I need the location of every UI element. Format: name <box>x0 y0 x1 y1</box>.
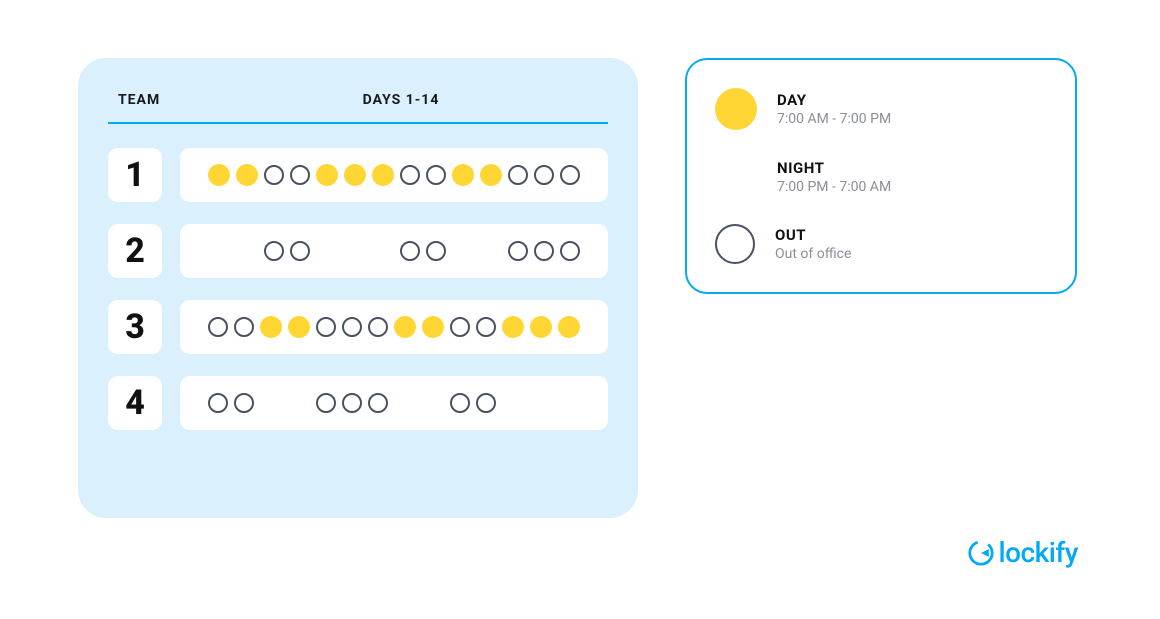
legend-row-day: DAY 7:00 AM - 7:00 PM <box>715 88 1047 130</box>
brand-logo: lockify <box>967 536 1078 569</box>
day-shift-icon <box>502 316 524 338</box>
out-shift-icon <box>290 241 310 261</box>
night-shift-icon <box>394 392 416 414</box>
night-shift-icon <box>208 240 230 262</box>
day-strip <box>180 376 608 430</box>
night-shift-icon <box>316 240 338 262</box>
night-shift-icon <box>558 392 580 414</box>
legend-row-out: OUT Out of office <box>715 224 1047 264</box>
out-shift-icon <box>450 317 470 337</box>
night-shift-icon <box>480 240 502 262</box>
team-number: 4 <box>108 376 162 430</box>
day-shift-icon <box>316 164 338 186</box>
days-heading: DAYS 1-14 <box>204 92 598 108</box>
out-shift-icon <box>290 165 310 185</box>
day-shift-icon <box>260 316 282 338</box>
out-shift-icon <box>560 241 580 261</box>
night-shift-icon <box>260 392 282 414</box>
day-strip <box>180 224 608 278</box>
legend-title: OUT <box>775 226 851 244</box>
night-shift-icon <box>236 240 258 262</box>
out-shift-icon <box>476 317 496 337</box>
out-shift-icon <box>234 393 254 413</box>
night-shift-icon <box>502 392 524 414</box>
out-icon <box>715 224 755 264</box>
out-shift-icon <box>400 165 420 185</box>
night-shift-icon <box>372 240 394 262</box>
out-shift-icon <box>534 165 554 185</box>
brand-text: lockify <box>999 536 1078 569</box>
legend-panel: DAY 7:00 AM - 7:00 PM NIGHT 7:00 PM - 7:00 … <box>685 58 1077 294</box>
legend-text: DAY 7:00 AM - 7:00 PM <box>777 91 891 127</box>
day-shift-icon <box>208 164 230 186</box>
day-strip <box>180 300 608 354</box>
night-shift-icon <box>344 240 366 262</box>
legend-subtitle: 7:00 PM - 7:00 AM <box>777 179 891 195</box>
legend-subtitle: 7:00 AM - 7:00 PM <box>777 111 891 127</box>
out-shift-icon <box>316 393 336 413</box>
legend-text: NIGHT 7:00 PM - 7:00 AM <box>777 159 891 195</box>
day-shift-icon <box>530 316 552 338</box>
panel-header: TEAM DAYS 1-14 <box>108 92 608 124</box>
night-shift-icon <box>422 392 444 414</box>
out-shift-icon <box>264 241 284 261</box>
out-shift-icon <box>342 393 362 413</box>
day-shift-icon <box>344 164 366 186</box>
legend-text: OUT Out of office <box>775 226 851 262</box>
team-row: 4 <box>108 376 608 430</box>
out-shift-icon <box>476 393 496 413</box>
out-shift-icon <box>426 165 446 185</box>
clock-icon <box>967 539 995 567</box>
out-shift-icon <box>316 317 336 337</box>
out-shift-icon <box>426 241 446 261</box>
out-shift-icon <box>208 393 228 413</box>
day-shift-icon <box>372 164 394 186</box>
legend-title: NIGHT <box>777 159 891 177</box>
legend-title: DAY <box>777 91 891 109</box>
out-shift-icon <box>450 393 470 413</box>
day-strip <box>180 148 608 202</box>
day-shift-icon <box>558 316 580 338</box>
out-shift-icon <box>508 165 528 185</box>
schedule-panel: TEAM DAYS 1-14 1 2 3 4 <box>78 58 638 518</box>
legend-subtitle: Out of office <box>775 246 851 262</box>
night-shift-icon <box>288 392 310 414</box>
night-shift-icon <box>452 240 474 262</box>
team-heading: TEAM <box>118 92 204 108</box>
day-shift-icon <box>452 164 474 186</box>
night-icon <box>715 156 757 198</box>
out-shift-icon <box>508 241 528 261</box>
day-shift-icon <box>480 164 502 186</box>
day-icon <box>715 88 757 130</box>
day-shift-icon <box>288 316 310 338</box>
out-shift-icon <box>368 393 388 413</box>
out-shift-icon <box>534 241 554 261</box>
out-shift-icon <box>400 241 420 261</box>
day-shift-icon <box>394 316 416 338</box>
out-shift-icon <box>560 165 580 185</box>
team-row: 1 <box>108 148 608 202</box>
out-shift-icon <box>342 317 362 337</box>
out-shift-icon <box>234 317 254 337</box>
team-rows: 1 2 3 4 <box>108 148 608 430</box>
out-shift-icon <box>264 165 284 185</box>
team-row: 3 <box>108 300 608 354</box>
day-shift-icon <box>422 316 444 338</box>
team-row: 2 <box>108 224 608 278</box>
out-shift-icon <box>208 317 228 337</box>
team-number: 3 <box>108 300 162 354</box>
team-number: 1 <box>108 148 162 202</box>
night-shift-icon <box>530 392 552 414</box>
day-shift-icon <box>236 164 258 186</box>
team-number: 2 <box>108 224 162 278</box>
legend-row-night: NIGHT 7:00 PM - 7:00 AM <box>715 156 1047 198</box>
out-shift-icon <box>368 317 388 337</box>
